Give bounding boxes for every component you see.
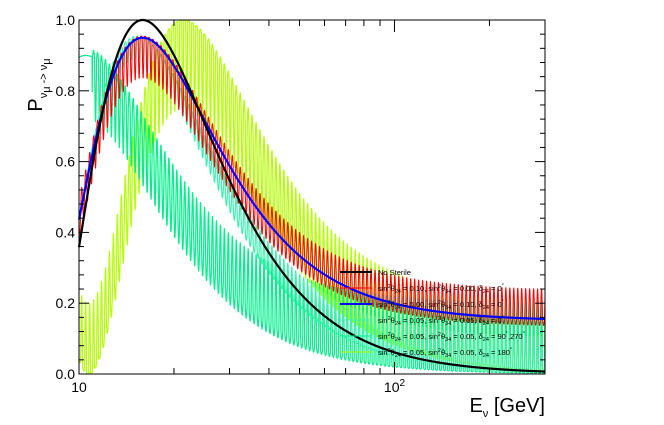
legend-item: sin2θ24 = 0.05, sin2θ34 = 0.05, δ24 = 18… [340,347,512,359]
y-tick-label: 0.0 [56,366,76,382]
legend-item: sin2θ24 = 0.05, sin2θ34 = 0.05, δ24 = 0° [340,315,504,327]
legend-label: sin2θ24 = 0.05, sin2θ34 = 0.05, δ24 = 0° [378,315,504,327]
y-tick-label: 1.0 [56,12,76,28]
y-axis-title: Pνμ -> νμ [25,58,53,111]
legend-item: sin2θ24 = 0.00, sin2θ34 = 0.10, δ24 = 0° [340,299,504,311]
legend: No Sterile sin2θ24 = 0.10, sin2θ34 = 0.00… [340,268,525,359]
y-tick-label: 0.4 [56,224,76,240]
legend-label: sin2θ24 = 0.10, sin2θ34 = 0.00, δ24 = 0° [378,283,504,295]
series-layer [77,18,546,375]
series-line-s-black [77,18,546,373]
legend-label: sin2θ24 = 0.00, sin2θ34 = 0.10, δ24 = 0° [378,299,504,311]
series-line-s-red [78,35,546,326]
y-tick-label: 0.6 [56,154,76,170]
y-tick-label: 0.8 [56,83,76,99]
x-tick-label: 10 [71,379,87,395]
x-tick-label: 102 [384,378,406,395]
legend-item: No Sterile [340,268,411,277]
x-axis-title: Eν [GeV] [469,395,545,420]
legend-item: sin2θ24 = 0.05, sin2θ34 = 0.05, δ24 = 90… [340,331,525,343]
legend-item: sin2θ24 = 0.10, sin2θ34 = 0.00, δ24 = 0° [340,283,504,295]
tick-labels-layer: 0.0 0.2 0.4 0.6 0.8 1.0 10 102 [56,12,406,395]
series-line-s-blue [77,36,546,321]
legend-label: No Sterile [378,268,411,277]
plot-frame [78,19,546,375]
y-tick-label: 0.2 [56,295,76,311]
ticks-layer [78,19,546,375]
legend-label: sin2θ24 = 0.05, sin2θ34 = 0.05, δ24 = 90… [378,331,525,343]
legend-label: sin2θ24 = 0.05, sin2θ34 = 0.05, δ24 = 18… [378,347,512,359]
